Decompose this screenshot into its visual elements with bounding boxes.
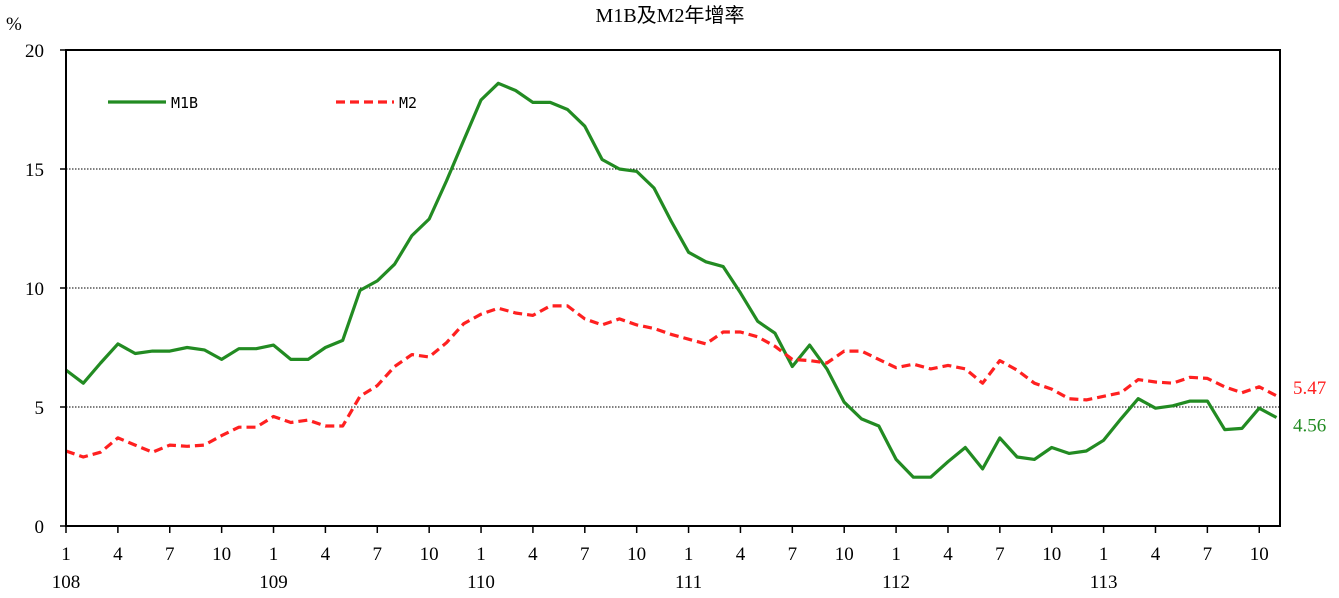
x-tick-label: 7 [165, 544, 175, 565]
x-axis-ticks: 1 4 7 10 1 4 7 10 1 4 7 10 1 4 7 10 1 4 7 10 1 4 7 10 108 109 110 1… [52, 526, 1269, 593]
x-tick-label: 10 [212, 544, 231, 565]
x-year-label: 113 [1090, 572, 1118, 593]
x-tick-label: 10 [1042, 544, 1061, 565]
x-tick-label: 1 [891, 544, 901, 565]
y-tick-label: 20 [25, 41, 44, 62]
x-year-label: 109 [259, 572, 288, 593]
x-tick-label: 4 [736, 544, 746, 565]
series-lines [65, 81, 1278, 479]
y-tick-label: 15 [25, 160, 44, 181]
x-tick-label: 1 [1099, 544, 1109, 565]
x-year-label: 108 [52, 572, 81, 593]
y-tick-label: 5 [35, 398, 45, 419]
x-tick-label: 10 [627, 544, 646, 565]
legend-label-m2: M2 [399, 94, 417, 112]
y-tick-label: 10 [25, 279, 44, 300]
x-year-label: 112 [882, 572, 910, 593]
x-tick-label: 7 [580, 544, 590, 565]
x-tick-label: 10 [835, 544, 854, 565]
y-tick-label: 0 [35, 517, 45, 538]
chart-title: M1B及M2年增率 [596, 4, 745, 27]
x-year-label: 111 [675, 572, 702, 593]
series-line-m2 [65, 304, 1278, 459]
legend: M1B M2 [108, 94, 417, 112]
x-tick-label: 4 [943, 544, 953, 565]
x-tick-label: 4 [113, 544, 123, 565]
end-labels: 4.56 5.47 [1293, 378, 1326, 437]
y-axis-unit-label: % [6, 14, 22, 35]
legend-label-m1b: M1B [171, 94, 198, 112]
x-tick-label: 7 [788, 544, 798, 565]
y-axis-ticks: 0 5 10 15 20 [25, 41, 66, 538]
x-tick-label: 1 [476, 544, 486, 565]
x-tick-label: 7 [995, 544, 1005, 565]
x-tick-label: 1 [684, 544, 694, 565]
x-tick-label: 10 [1250, 544, 1269, 565]
x-tick-label: 4 [1151, 544, 1161, 565]
x-tick-label: 10 [420, 544, 439, 565]
x-tick-label: 1 [61, 544, 71, 565]
x-tick-label: 1 [269, 544, 279, 565]
x-tick-label: 4 [321, 544, 331, 565]
end-value-label-m1b: 4.56 [1293, 415, 1326, 436]
x-tick-label: 4 [528, 544, 538, 565]
gridlines [66, 168, 1280, 408]
x-tick-label: 7 [373, 544, 383, 565]
series-line-m1b [65, 81, 1278, 479]
plot-area-frame [65, 49, 1281, 527]
x-tick-label: 7 [1203, 544, 1213, 565]
end-value-label-m2: 5.47 [1293, 378, 1326, 399]
x-year-label: 110 [467, 572, 495, 593]
